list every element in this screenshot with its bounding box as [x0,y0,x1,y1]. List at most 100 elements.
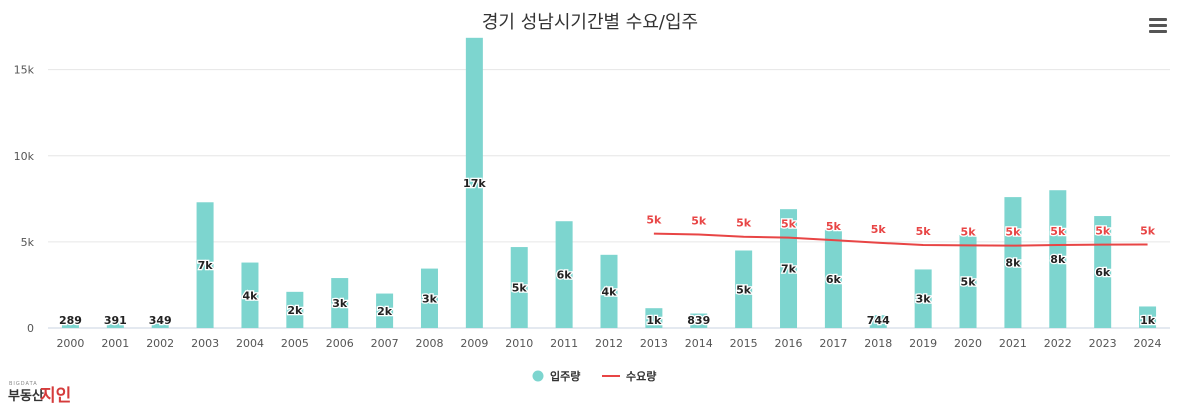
x-tick-label: 2004 [236,337,264,350]
line-data-label: 5k [826,220,842,233]
x-tick-label: 2019 [909,337,937,350]
bar [465,37,483,329]
bar [151,321,169,328]
bar [510,247,528,328]
line-data-label: 5k [1050,225,1066,238]
x-tick-label: 2013 [640,337,668,350]
y-tick-label: 0 [27,322,34,335]
bar-data-label: 3k [422,292,438,305]
bar-data-label: 2k [377,305,393,318]
line-data-label: 5k [961,225,977,238]
bar [914,269,932,328]
line-data-label: 5k [1140,224,1156,237]
bar [1049,190,1067,328]
x-tick-label: 2011 [550,337,578,350]
line-series [653,232,1148,247]
bar [331,278,349,328]
line-data-label: 5k [871,223,887,236]
bar-data-label: 4k [242,289,258,302]
x-tick-label: 2003 [191,337,219,350]
line-data-label: 5k [646,214,662,227]
bar [106,321,124,328]
bar-data-label: 6k [557,269,573,282]
x-tick-label: 2001 [101,337,129,350]
line-data-label: 5k [1095,225,1111,238]
x-tick-label: 2022 [1044,337,1072,350]
bar [824,229,842,328]
y-tick-label: 15k [14,64,35,77]
x-tick-label: 2020 [954,337,982,350]
x-tick-label: 2017 [819,337,847,350]
bar-data-label: 744 [867,314,890,327]
bar [1139,306,1157,328]
legend-bar-label: 입주량 [550,370,580,383]
legend-item-bar[interactable]: 입주량 [532,370,581,383]
x-tick-label: 2000 [56,337,84,350]
bar [869,315,887,328]
bar [1004,197,1022,328]
x-tick-label: 2024 [1134,337,1162,350]
x-tick-label: 2015 [730,337,758,350]
bar-data-label: 4k [602,285,618,298]
x-tick-label: 2008 [415,337,443,350]
x-tick-label: 2009 [460,337,488,350]
bar-data-label: 8k [1005,257,1021,270]
y-tick-label: 10k [14,150,35,163]
bar [555,221,573,328]
bar-data-label: 7k [198,259,214,272]
line-data-label: 5k [1005,226,1021,239]
bar [420,268,438,328]
logo-small-text: BIGDATA [9,381,38,387]
line-data-label: 5k [691,214,707,227]
x-tick-label: 2014 [685,337,713,350]
bar-data-label: 5k [961,276,977,289]
legend: 입주량 수요량 [532,370,656,383]
demand-line [653,232,1148,247]
bar-data-label: 17k [463,177,486,190]
hamburger-menu-icon[interactable] [1149,18,1167,33]
bar [959,235,977,328]
legend-line-label: 수요량 [626,370,656,383]
bar [600,254,618,328]
x-tick-label: 2006 [326,337,354,350]
bar [645,308,663,328]
bar-data-label: 5k [512,282,528,295]
x-tick-label: 2007 [371,337,399,350]
bar-data-label: 2k [287,304,303,317]
bar [286,291,304,328]
x-tick-label: 2010 [505,337,533,350]
bar-data-label: 839 [687,314,710,327]
bar [376,293,394,328]
bar-data-label: 7k [781,263,797,276]
legend-item-line[interactable]: 수요량 [602,370,656,383]
bar-data-label: 3k [332,297,348,310]
x-tick-label: 2023 [1089,337,1117,350]
bar-data-label: 8k [1050,253,1066,266]
x-tick-label: 2002 [146,337,174,350]
line-data-label: 5k [736,217,752,230]
x-tick-label: 2016 [775,337,803,350]
bar [61,323,79,328]
bar-data-label: 391 [104,314,127,327]
bar-data-label: 289 [59,314,82,327]
x-tick-label: 2012 [595,337,623,350]
logo-accent-text: 지인 [40,386,71,406]
x-tick-label: 2018 [864,337,892,350]
bar-data-label: 1k [646,314,662,327]
logo-main-text: 부동산 [8,388,44,404]
bar [690,313,708,328]
x-tick-label: 2021 [999,337,1027,350]
bar [241,262,259,328]
bar-data-label: 6k [826,273,842,286]
x-tick-label: 2005 [281,337,309,350]
chart-title: 경기 성남시기간별 수요/입주 [482,12,698,33]
bar-data-label: 3k [916,293,932,306]
bar-data-label: 349 [149,314,172,327]
bar-data-label: 6k [1095,266,1111,279]
bar-data-label: 1k [1140,314,1156,327]
x-axis: 2000 2001 2002 2003 2004 2005 2006 2007 2008 2009… [56,337,1161,350]
bar [735,250,753,328]
line-data-label: 5k [781,218,797,231]
brand-logo: BIGDATA 부동산 지인 [8,381,71,406]
